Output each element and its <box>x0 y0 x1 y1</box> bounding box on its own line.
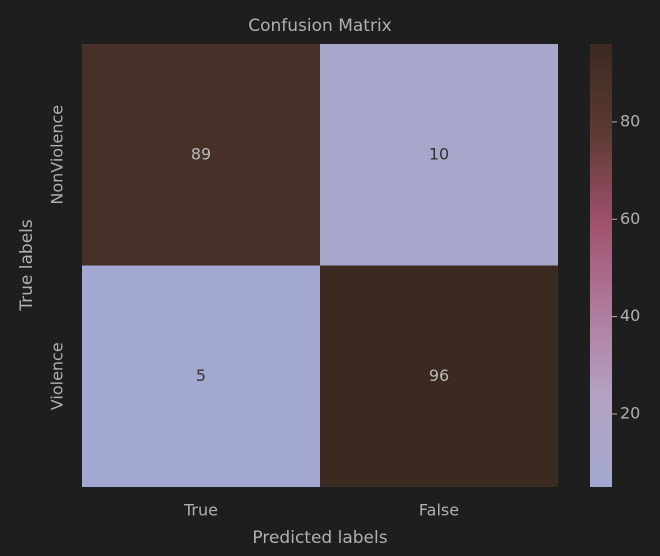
chart-title: Confusion Matrix <box>248 16 392 36</box>
heatmap-cell <box>320 44 558 266</box>
colorbar <box>590 44 612 487</box>
cell-label: 10 <box>429 144 449 163</box>
colorbar-tick-label: 60 <box>620 209 640 228</box>
heatmap-cell <box>82 44 320 266</box>
cell-label: 96 <box>429 366 449 385</box>
heatmap-cell <box>82 265 320 487</box>
y-tick-label: Violence <box>48 342 67 410</box>
x-tick-label: False <box>419 501 459 520</box>
heatmap-cell <box>320 265 558 487</box>
colorbar-tick-label: 40 <box>620 306 640 325</box>
x-axis-label: Predicted labels <box>252 528 387 548</box>
cell-label: 89 <box>191 144 211 163</box>
colorbar-tick-label: 80 <box>620 111 640 130</box>
y-tick-label: NonViolence <box>48 105 67 205</box>
cell-label: 5 <box>196 366 206 385</box>
colorbar-tick-label: 20 <box>620 403 640 422</box>
y-axis-label: True labels <box>17 219 37 312</box>
x-tick-label: True <box>183 501 218 520</box>
